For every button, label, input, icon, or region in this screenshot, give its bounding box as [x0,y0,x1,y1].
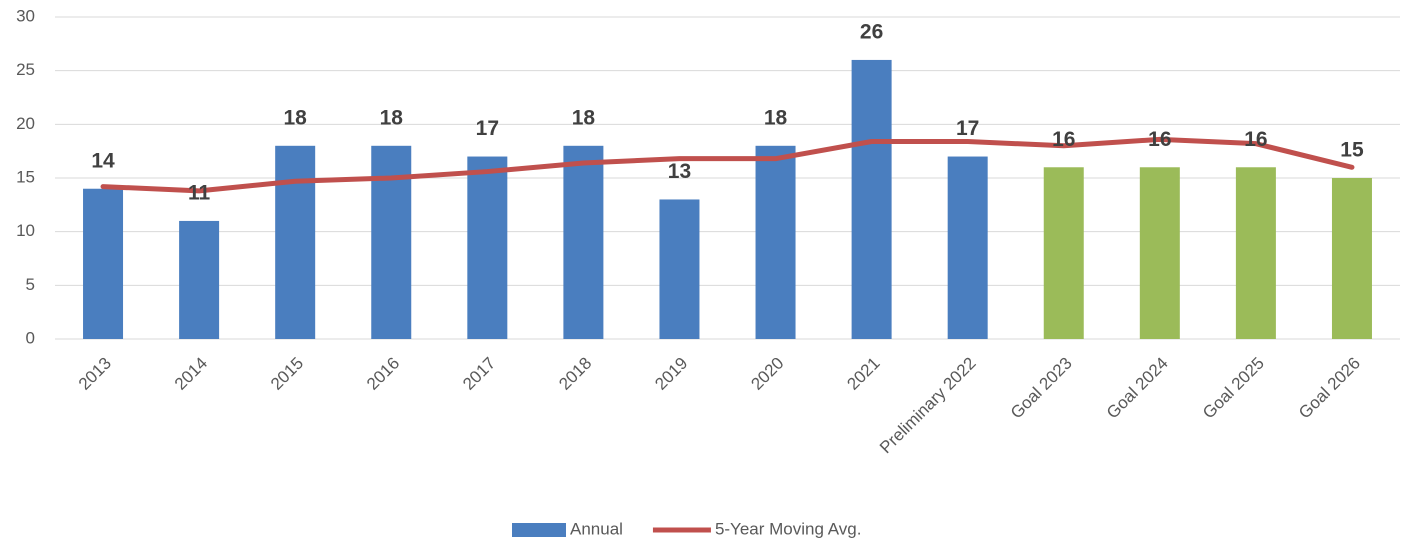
bar [467,156,508,339]
y-tick-label: 20 [16,114,35,133]
x-tick-label: 2020 [747,354,787,394]
data-label: 16 [1052,128,1075,151]
x-tick-label: 2017 [459,354,499,394]
data-label: 17 [476,117,499,140]
legend-swatch [512,523,566,537]
x-tick-label: 2021 [843,354,883,394]
y-tick-label: 30 [16,6,35,25]
x-tick-label: 2015 [267,354,307,394]
x-tick-label: 2013 [75,354,115,394]
bar [851,59,892,339]
data-label: 18 [572,106,596,129]
data-label: 14 [91,149,115,172]
data-label: 15 [1340,139,1364,162]
data-label: 13 [668,160,691,183]
y-tick-label: 10 [16,221,35,240]
y-tick-label: 25 [16,60,35,79]
y-tick-label: 15 [16,167,35,186]
legend-label: Annual [570,519,623,538]
data-label: 18 [764,106,788,129]
data-label: 16 [1148,128,1171,151]
data-label: 26 [860,20,883,43]
bar [275,145,316,339]
data-label: 18 [380,106,404,129]
data-label: 11 [188,181,211,204]
bar [755,145,796,339]
x-tick-label: 2014 [171,354,211,394]
x-tick-label: 2018 [555,354,595,394]
bar [563,145,604,339]
data-label: 16 [1244,128,1267,151]
bar [179,220,220,339]
bar [659,199,700,339]
bar [947,156,988,339]
legend-label: 5-Year Moving Avg. [715,519,861,538]
bar [1331,178,1372,339]
data-label: 18 [283,106,307,129]
x-tick-label: Goal 2025 [1199,354,1268,423]
x-tick-label: Goal 2024 [1103,354,1172,423]
bar [1043,167,1084,339]
data-label: 17 [956,117,979,140]
x-tick-label: 2019 [651,354,691,394]
bar [1139,167,1180,339]
x-tick-label: Preliminary 2022 [876,354,980,458]
x-tick-label: Goal 2023 [1007,354,1076,423]
x-tick-label: 2016 [363,354,403,394]
y-tick-label: 0 [26,328,35,347]
y-tick-label: 5 [26,275,35,294]
line [100,136,1355,194]
bar [83,188,124,339]
x-tick-label: Goal 2026 [1295,354,1364,423]
bar [1235,167,1276,339]
